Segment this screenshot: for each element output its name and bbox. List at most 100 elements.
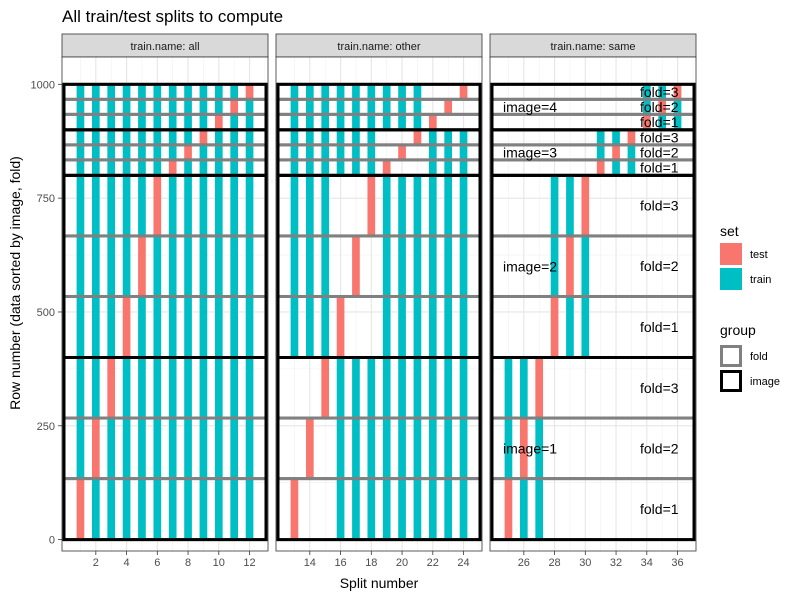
- train-bar: [107, 479, 116, 540]
- train-bar: [168, 130, 177, 145]
- train-bar: [168, 236, 177, 296]
- legend-label-test: test: [750, 249, 768, 261]
- train-bar: [230, 236, 239, 296]
- train-bar: [76, 357, 85, 418]
- train-bar: [107, 296, 116, 357]
- fold-label: fold=2: [640, 258, 679, 274]
- train-bar: [230, 114, 239, 130]
- train-bar: [290, 145, 299, 160]
- train-bar: [658, 84, 667, 99]
- x-tick-label: 6: [154, 557, 160, 569]
- train-bar: [398, 479, 406, 540]
- test-bar: [107, 357, 116, 418]
- train-bar: [413, 418, 422, 479]
- train-bar: [290, 114, 299, 130]
- train-bar: [184, 130, 192, 145]
- train-bar: [199, 175, 208, 236]
- train-bar: [367, 145, 376, 160]
- legend-key-image: [720, 370, 742, 392]
- train-bar: [214, 84, 223, 99]
- train-bar: [504, 357, 513, 418]
- train-bar: [107, 145, 116, 160]
- fold-label: fold=3: [640, 129, 679, 145]
- train-bar: [168, 479, 177, 540]
- train-bar: [550, 236, 559, 296]
- train-bar: [230, 145, 239, 160]
- train-bar: [444, 296, 453, 357]
- train-bar: [153, 130, 162, 145]
- train-bar: [382, 99, 391, 114]
- train-bar: [76, 236, 85, 296]
- train-bar: [168, 84, 177, 99]
- train-bar: [168, 296, 177, 357]
- train-bar: [122, 418, 131, 479]
- x-tick-label: 14: [304, 557, 316, 569]
- train-bar: [245, 357, 254, 418]
- train-bar: [459, 175, 468, 236]
- train-bar: [428, 479, 437, 540]
- facet-panel: train.name: same 26 28 30 32 34 36 image=1 fold=…: [489, 33, 697, 569]
- train-bar: [76, 175, 85, 236]
- facet-strip-label: train.name: all: [130, 41, 199, 53]
- train-bar: [138, 114, 146, 130]
- fold-label: fold=2: [640, 144, 679, 160]
- fold-label: fold=2: [640, 99, 679, 115]
- train-bar: [444, 357, 453, 418]
- train-bar: [459, 357, 468, 418]
- train-bar: [367, 357, 376, 418]
- test-bar: [245, 84, 254, 99]
- image-outline: [490, 82, 696, 132]
- train-bar: [352, 479, 360, 540]
- train-bar: [245, 99, 254, 114]
- train-bar: [214, 418, 223, 479]
- train-bar: [91, 160, 100, 175]
- train-bar: [122, 84, 131, 99]
- x-tick-label: 34: [641, 557, 653, 569]
- legend-key-fold: [720, 345, 742, 367]
- y-tick-label: 250: [37, 421, 55, 433]
- train-bar: [305, 130, 314, 145]
- train-bar: [138, 145, 146, 160]
- train-bar: [138, 84, 146, 99]
- train-bar: [398, 236, 406, 296]
- fold-label: fold=1: [640, 501, 679, 517]
- train-bar: [122, 357, 131, 418]
- train-bar: [352, 114, 360, 130]
- train-bar: [321, 175, 330, 236]
- train-bar: [336, 130, 345, 145]
- train-bar: [199, 145, 208, 160]
- test-bar: [382, 160, 391, 175]
- train-bar: [367, 160, 376, 175]
- train-bar: [230, 357, 239, 418]
- train-bar: [91, 130, 100, 145]
- train-bar: [352, 84, 360, 99]
- train-bar: [245, 236, 254, 296]
- train-bar: [107, 84, 116, 99]
- x-tick-label: 10: [213, 557, 225, 569]
- train-bar: [367, 84, 376, 99]
- y-tick-label: 750: [37, 193, 55, 205]
- test-bar: [459, 84, 468, 99]
- train-bar: [214, 357, 223, 418]
- train-bar: [184, 479, 192, 540]
- train-bar: [321, 130, 330, 145]
- train-bar: [214, 160, 223, 175]
- train-bar: [336, 145, 345, 160]
- test-bar: [153, 175, 162, 236]
- train-bar: [321, 99, 330, 114]
- train-bar: [184, 160, 192, 175]
- train-bar: [245, 479, 254, 540]
- test-bar: [168, 160, 177, 175]
- train-bar: [428, 418, 437, 479]
- train-bar: [290, 236, 299, 296]
- train-bar: [413, 84, 422, 99]
- test-bar: [642, 114, 651, 130]
- train-bar: [76, 99, 85, 114]
- facet-strip-label: train.name: other: [337, 41, 420, 53]
- x-tick-label: 18: [365, 557, 377, 569]
- fold-label: fold=2: [640, 440, 679, 456]
- train-bar: [459, 418, 468, 479]
- test-bar: [352, 236, 360, 296]
- train-bar: [352, 99, 360, 114]
